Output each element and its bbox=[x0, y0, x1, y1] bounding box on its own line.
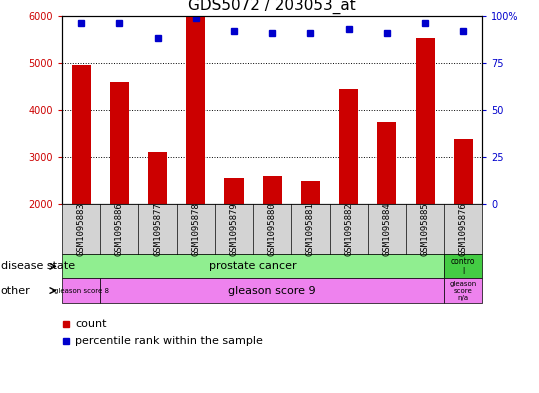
Text: gleason score 9: gleason score 9 bbox=[229, 286, 316, 296]
Bar bbox=[224, 178, 244, 204]
Bar bbox=[444, 254, 482, 279]
Bar bbox=[377, 122, 396, 204]
Text: prostate cancer: prostate cancer bbox=[209, 261, 297, 272]
Text: GSM1095884: GSM1095884 bbox=[382, 202, 391, 256]
Bar bbox=[148, 152, 167, 204]
Text: count: count bbox=[75, 319, 107, 329]
Bar bbox=[62, 279, 100, 303]
Text: disease state: disease state bbox=[1, 261, 75, 272]
Text: other: other bbox=[1, 286, 30, 296]
Text: GSM1095877: GSM1095877 bbox=[153, 202, 162, 256]
Bar bbox=[100, 279, 444, 303]
Text: gleason score 8: gleason score 8 bbox=[53, 288, 108, 294]
Text: GSM1095883: GSM1095883 bbox=[77, 202, 86, 256]
Bar bbox=[444, 279, 482, 303]
Bar bbox=[110, 82, 129, 204]
Bar bbox=[262, 176, 282, 204]
Bar bbox=[301, 181, 320, 204]
Text: GSM1095876: GSM1095876 bbox=[459, 202, 468, 256]
Bar bbox=[72, 65, 91, 204]
Text: gleason
score
n/a: gleason score n/a bbox=[450, 281, 477, 301]
Title: GDS5072 / 203053_at: GDS5072 / 203053_at bbox=[188, 0, 356, 15]
Text: percentile rank within the sample: percentile rank within the sample bbox=[75, 336, 264, 346]
Bar bbox=[62, 204, 482, 254]
Text: GSM1095885: GSM1095885 bbox=[420, 202, 430, 256]
Text: GSM1095879: GSM1095879 bbox=[230, 202, 238, 256]
Bar bbox=[339, 89, 358, 204]
Bar bbox=[416, 38, 434, 204]
Bar bbox=[454, 139, 473, 204]
Bar bbox=[62, 254, 444, 279]
Text: GSM1095882: GSM1095882 bbox=[344, 202, 353, 256]
Text: contro
l: contro l bbox=[451, 257, 475, 276]
Text: GSM1095880: GSM1095880 bbox=[268, 202, 277, 256]
Text: GSM1095878: GSM1095878 bbox=[191, 202, 201, 256]
Bar bbox=[186, 17, 205, 204]
Text: GSM1095881: GSM1095881 bbox=[306, 202, 315, 256]
Text: GSM1095886: GSM1095886 bbox=[115, 202, 124, 256]
